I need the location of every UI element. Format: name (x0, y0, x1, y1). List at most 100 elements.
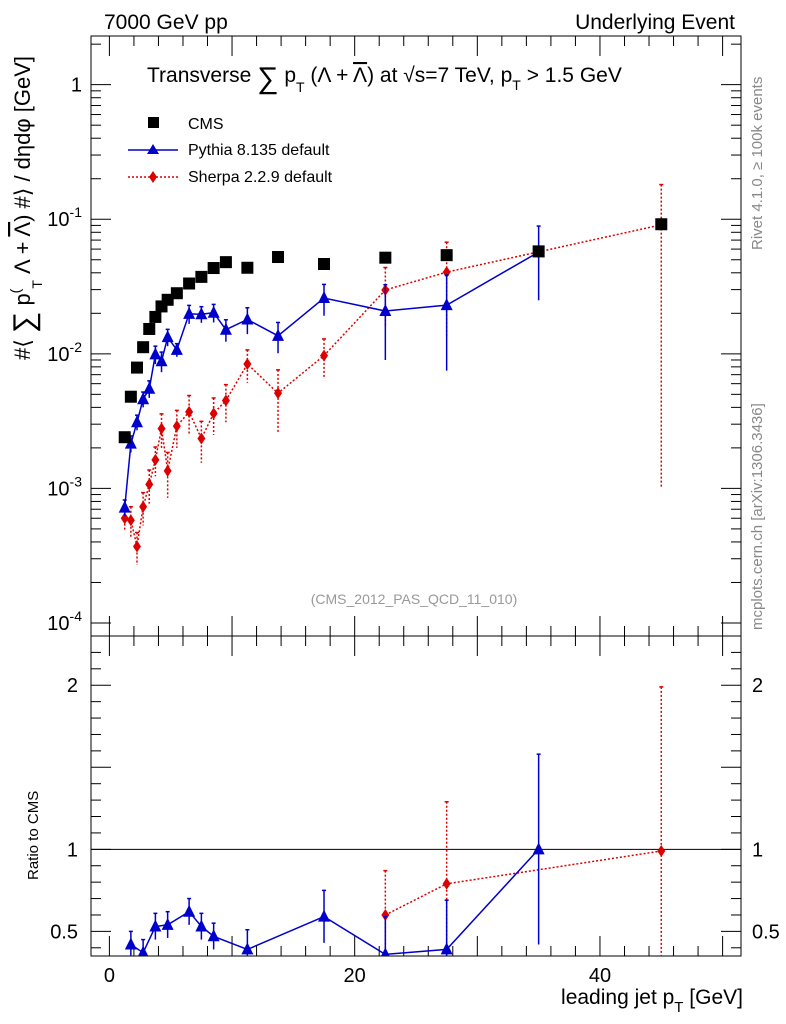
data-point (163, 464, 172, 477)
ratio-y-tick-label-right: 0.5 (752, 921, 780, 943)
x-tick-label: 0 (104, 965, 115, 987)
data-point (139, 500, 148, 513)
analysis-annotation: (CMS_2012_PAS_QCD_11_010) (311, 591, 518, 607)
data-point (381, 947, 390, 956)
data-point (137, 341, 150, 354)
ratio-series-sherpa (381, 686, 666, 956)
data-point (118, 500, 131, 513)
data-point (272, 328, 285, 341)
data-point (243, 358, 252, 371)
data-point (137, 392, 150, 405)
data-point (151, 453, 160, 466)
ratio-y-tick-label-right: 1 (752, 839, 763, 861)
legend-pythia-marker (147, 144, 159, 154)
data-point (149, 310, 162, 323)
ratio-panel-frame (90, 635, 742, 957)
main-series-cms (118, 218, 668, 444)
data-point (221, 394, 230, 407)
data-point (132, 540, 141, 553)
data-point (124, 436, 137, 449)
svg-text:Transverse ∑ pT (Λ + Λ) at √s=: Transverse ∑ pT (Λ + Λ) at √s=7 TeV, pT … (147, 62, 622, 95)
ratio-y-tick-label-left: 2 (67, 675, 78, 697)
ratio-y-tick-label-right: 2 (752, 675, 763, 697)
data-point (657, 844, 666, 857)
process-label: Underlying Event (575, 11, 735, 34)
data-point (274, 387, 283, 400)
series-line (123, 251, 539, 508)
x-axis-label: leading jet pT [GeV] (561, 986, 743, 1016)
data-point (655, 218, 668, 231)
data-point (170, 287, 183, 300)
x-tick-label: 20 (344, 965, 366, 987)
x-ticks: 0 20 40 (104, 36, 724, 987)
legend-pythia-label: Pythia 8.135 default (188, 142, 330, 159)
data-point (197, 432, 206, 445)
data-point (195, 919, 208, 932)
data-point (157, 422, 166, 435)
data-point (120, 512, 129, 525)
main-series-sherpa (120, 183, 666, 565)
data-point (207, 262, 220, 275)
data-point (149, 347, 162, 360)
x-tick-label: 40 (589, 965, 611, 987)
data-point (209, 407, 218, 420)
ratio-series-pythia (124, 753, 545, 956)
data-point (155, 354, 168, 367)
ratio-y-axis-label: Ratio to CMS (25, 791, 42, 880)
data-point (170, 342, 183, 355)
data-point (143, 322, 156, 335)
data-point (318, 909, 331, 922)
data-point (442, 877, 451, 890)
main-title: Transverse ∑ pT (Λ + Λ) at √s=7 TeV, pT … (147, 62, 622, 95)
data-point (195, 270, 208, 283)
series-line (384, 850, 662, 916)
data-point (124, 937, 137, 950)
legend-sherpa-label: Sherpa 2.2.9 default (188, 169, 333, 186)
data-point (172, 420, 181, 433)
data-point (318, 290, 331, 303)
data-point (207, 929, 220, 942)
data-point (126, 514, 135, 527)
main-y-tick-label: 1 (71, 75, 82, 97)
data-point (137, 945, 149, 956)
ratio-series (124, 686, 666, 956)
data-point (241, 312, 254, 325)
data-point (219, 322, 232, 335)
main-y-ticks: 1 10-1 10-2 10-3 10-4 (47, 43, 741, 635)
data-point (183, 904, 196, 917)
main-series (118, 183, 668, 565)
data-point (183, 277, 196, 290)
main-series-pythia (118, 225, 545, 517)
legend-cms-marker (148, 117, 159, 128)
data-point (241, 261, 254, 274)
data-point (185, 405, 194, 418)
data-point (124, 390, 137, 403)
ratio-y-tick-label-left: 0.5 (50, 921, 78, 943)
main-y-tick-label: 10-4 (47, 608, 82, 635)
data-point (440, 298, 453, 311)
data-point (379, 251, 392, 264)
svg-text:#⟨ ∑ p(T Λ + Λ) #⟩ / dηdφ [GeV: #⟨ ∑ p(T Λ + Λ) #⟩ / dηdφ [GeV] (7, 56, 45, 360)
main-y-tick-label: 10-1 (47, 204, 82, 231)
ratio-y-tick-label-left: 1 (67, 839, 78, 861)
main-y-tick-label: 10-3 (47, 473, 82, 500)
data-point (207, 305, 220, 318)
legend-sherpa-marker (149, 171, 157, 183)
data-point (440, 942, 453, 955)
data-point (320, 349, 329, 362)
data-point (149, 919, 162, 932)
legend: CMS Pythia 8.135 default Sherpa 2.2.9 de… (128, 116, 333, 186)
main-y-tick-label: 10-2 (47, 339, 82, 366)
data-point (130, 361, 143, 374)
data-point (183, 306, 196, 319)
data-point (161, 917, 174, 930)
svg-text:leading jet pT [GeV]: leading jet pT [GeV] (561, 986, 743, 1016)
legend-cms-label: CMS (188, 116, 224, 133)
source-label: mcplots.cern.ch [arXiv:1306.3436] (749, 403, 766, 630)
data-point (272, 251, 285, 264)
data-point (379, 304, 392, 317)
data-point (143, 381, 156, 394)
data-point (161, 293, 174, 306)
data-point (195, 307, 208, 320)
rivet-version-label: Rivet 4.1.0, ≥ 100k events (749, 77, 766, 250)
